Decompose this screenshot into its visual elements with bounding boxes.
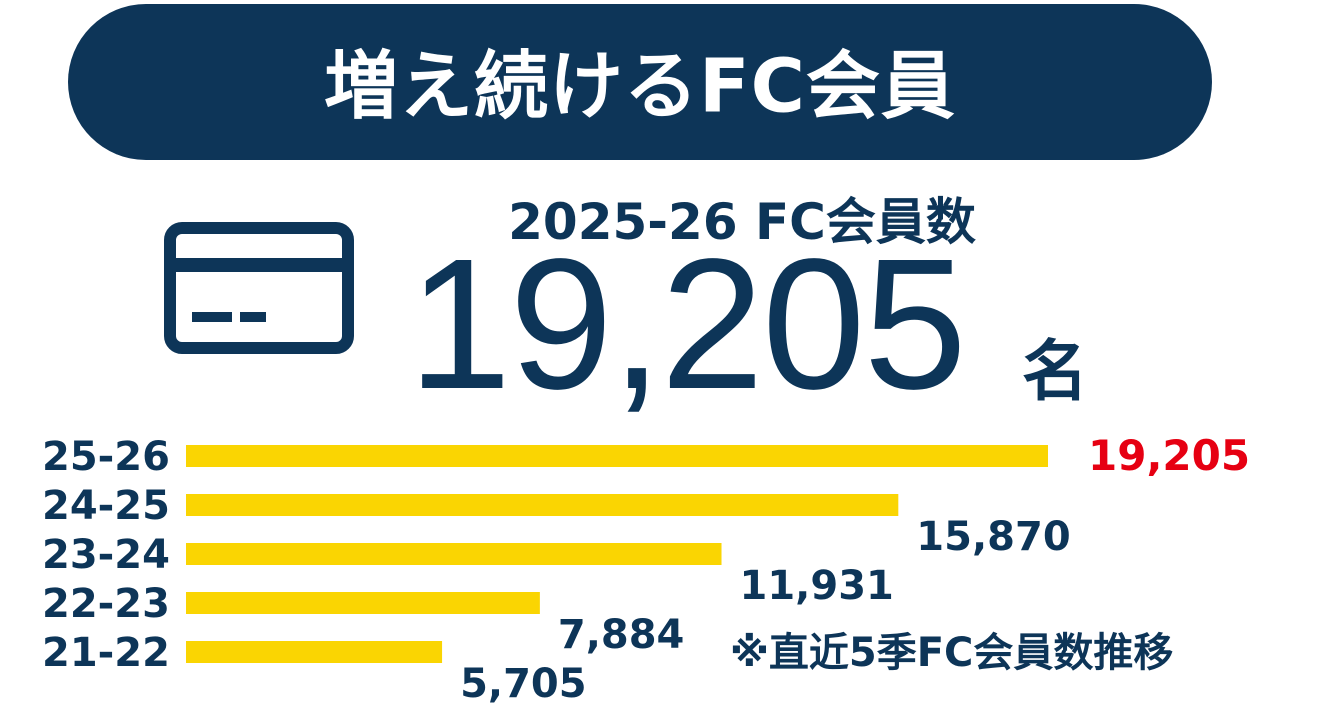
- category-label: 24-25: [42, 483, 170, 529]
- value-label: 11,931: [740, 563, 894, 609]
- category-label: 22-23: [42, 581, 170, 627]
- title-banner: 増え続けるFC会員: [68, 4, 1212, 160]
- bar: [186, 494, 899, 516]
- category-label: 21-22: [42, 630, 170, 676]
- value-label: 19,205: [1088, 431, 1250, 480]
- value-label: 15,870: [916, 514, 1070, 560]
- summary-subtitle: 2025-26 FC会員数: [508, 193, 976, 251]
- bar: [186, 641, 443, 663]
- category-label: 25-26: [42, 434, 170, 480]
- bar: [186, 592, 540, 614]
- total-members-unit: 名: [1022, 333, 1088, 410]
- chart-note: ※直近5季FC会員数推移: [730, 630, 1174, 676]
- value-label: 7,884: [558, 612, 685, 658]
- value-label: 5,705: [460, 661, 587, 707]
- credit-card-icon: [164, 222, 354, 354]
- bar: [186, 543, 722, 565]
- category-label: 23-24: [42, 532, 170, 578]
- total-members-value: 19,205: [408, 221, 967, 428]
- page-title: 増え続けるFC会員: [324, 43, 956, 130]
- bar: [186, 445, 1048, 467]
